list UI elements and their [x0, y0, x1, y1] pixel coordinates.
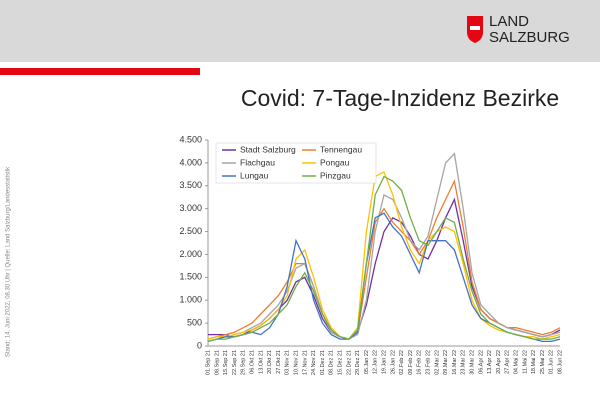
logo-stripe	[470, 26, 480, 30]
x-tick-label: 01.Sep 21	[205, 350, 211, 375]
series-line	[208, 197, 561, 340]
x-tick-label: 27.Apr 22	[505, 350, 511, 374]
x-tick-label: 06.Apr 22	[478, 350, 484, 374]
logo-text: LAND	[489, 13, 529, 30]
x-tick-label: 06.Okt 21	[249, 350, 255, 374]
x-tick-label: 12.Jan 22	[373, 350, 379, 374]
logo: LAND SALZBURG	[467, 13, 570, 46]
x-tick-label: 13.Okt 21	[258, 350, 264, 374]
y-tick-label: 3.000	[179, 203, 202, 213]
series-line	[207, 179, 561, 340]
x-tick-label: 02.Mar 22	[434, 350, 440, 375]
x-tick-label: 20.Okt 21	[267, 350, 273, 374]
legend-label: Pinzgau	[320, 170, 351, 180]
x-tick-label: 03.Nov 21	[285, 350, 291, 375]
x-tick-label: 09.Mar 22	[443, 350, 449, 375]
x-tick-label: 01.Jun 22	[549, 350, 555, 374]
x-tick-label: 23.Feb 22	[425, 350, 431, 375]
x-tick-label: 23.Mar 22	[461, 350, 467, 375]
y-tick-label: 3.500	[179, 180, 202, 190]
legend-label: Stadt Salzburg	[240, 144, 296, 154]
y-tick-label: 0	[197, 340, 202, 350]
x-tick-label: 02.Feb 22	[399, 350, 405, 375]
x-tick-label: 27.Okt 21	[276, 350, 282, 374]
x-tick-label: 30.Mar 22	[469, 350, 475, 375]
legend-label: Pongau	[320, 157, 350, 167]
x-tick-label: 26.Jan 22	[390, 350, 396, 374]
x-tick-label: 18.Mai 22	[531, 350, 537, 374]
x-tick-label: 01.Dez 21	[320, 350, 326, 375]
x-tick-label: 09.Feb 22	[408, 350, 414, 375]
x-tick-label: 13.Apr 22	[487, 350, 493, 374]
legend-label: Flachgau	[240, 157, 275, 167]
x-tick-label: 16.Feb 22	[417, 350, 423, 375]
x-tick-label: 20.Apr 22	[496, 350, 502, 374]
x-tick-label: 29.Dez 21	[355, 350, 361, 375]
legend-label: Lungau	[240, 170, 269, 180]
x-tick-label: 04.Mai 22	[513, 350, 519, 374]
x-tick-label: 11.Mai 22	[522, 350, 528, 374]
x-tick-label: 05.Jan 22	[364, 350, 370, 374]
x-tick-label: 25.Mai 22	[540, 350, 546, 374]
y-tick-label: 1.500	[179, 272, 202, 282]
y-tick-label: 2.500	[179, 226, 202, 236]
y-tick-label: 2.000	[179, 249, 202, 259]
accent-bar	[0, 68, 200, 75]
x-tick-label: 16.Mar 22	[452, 350, 458, 375]
x-tick-label: 19.Jan 22	[381, 350, 387, 374]
series-line	[207, 152, 561, 340]
slide-title: Covid: 7-Tage-Inzidenz Bezirke	[241, 85, 559, 111]
x-tick-label: 22.Sep 21	[232, 350, 238, 375]
source-note: Stand: 14. Juni 2022, 08.30 Uhr | Quelle…	[6, 166, 12, 357]
x-tick-label: 10.Nov 21	[293, 350, 299, 375]
x-tick-label: 08.Dez 21	[329, 350, 335, 375]
x-tick-label: 17.Nov 21	[302, 350, 308, 375]
series-line	[207, 175, 561, 343]
x-tick-label: 08.Sep 21	[214, 350, 220, 375]
x-tick-label: 08.Jun 22	[557, 350, 563, 374]
x-tick-label: 22.Dez 21	[346, 350, 352, 375]
legend-box	[215, 142, 377, 184]
x-tick-label: 29.Sep 21	[241, 350, 247, 375]
y-tick-label: 1.000	[179, 295, 202, 305]
y-tick-label: 4.000	[179, 157, 202, 167]
y-tick-label: 500	[187, 317, 202, 327]
header-band	[0, 0, 600, 62]
y-tick-label: 4.500	[179, 134, 202, 144]
x-tick-label: 15.Dez 21	[337, 350, 343, 375]
logo-text: SALZBURG	[489, 29, 570, 46]
x-tick-label: 15.Sep 21	[223, 350, 229, 375]
legend-label: Tennengau	[320, 144, 362, 154]
x-tick-label: 24.Nov 21	[311, 350, 317, 375]
series-line	[207, 171, 561, 340]
